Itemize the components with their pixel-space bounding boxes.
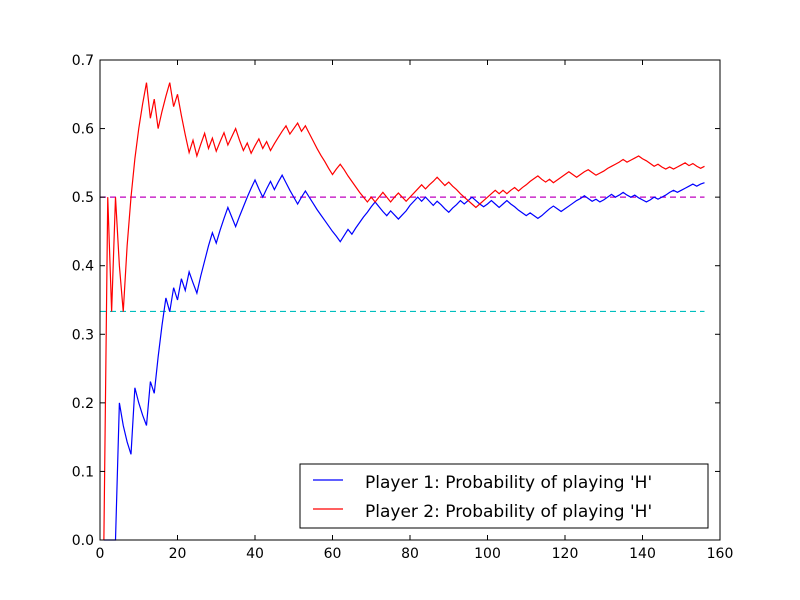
- plot-area: [100, 60, 720, 540]
- x-tick-label: 0: [96, 546, 105, 562]
- series-lines: [103, 82, 705, 541]
- y-tick-label: 0.5: [72, 190, 94, 206]
- y-tick-label: 0.1: [72, 464, 94, 480]
- x-tick-label: 60: [324, 546, 342, 562]
- x-tick-label: 100: [474, 546, 501, 562]
- y-tick-label: 0.2: [72, 396, 94, 412]
- legend-box: [299, 463, 709, 529]
- x-tick-label: 160: [707, 546, 734, 562]
- x-tick-label: 80: [401, 546, 419, 562]
- legend: Player 1: Probability of playing 'H' Pla…: [299, 463, 709, 529]
- x-tick-label: 120: [552, 546, 579, 562]
- y-axis: 0.0 0.1 0.2 0.3 0.4 0.5 0.6 0.7: [72, 53, 720, 549]
- legend-label-series-2: Player 2: Probability of playing 'H': [365, 502, 652, 522]
- y-tick-label: 0.7: [72, 53, 94, 69]
- y-tick-label: 0.3: [72, 327, 94, 343]
- y-tick-label: 0.4: [72, 259, 94, 275]
- x-tick-label: 20: [169, 546, 187, 562]
- x-tick-label: 140: [629, 546, 656, 562]
- series-line-1: [103, 173, 705, 541]
- y-tick-label: 0.0: [72, 533, 94, 549]
- x-tick-label: 40: [246, 546, 264, 562]
- series-line-2: [103, 82, 705, 541]
- legend-label-series-1: Player 1: Probability of playing 'H': [365, 473, 652, 493]
- x-axis: 0 20 40 60 80 100 120 140 160: [96, 60, 734, 562]
- y-tick-label: 0.6: [72, 122, 94, 138]
